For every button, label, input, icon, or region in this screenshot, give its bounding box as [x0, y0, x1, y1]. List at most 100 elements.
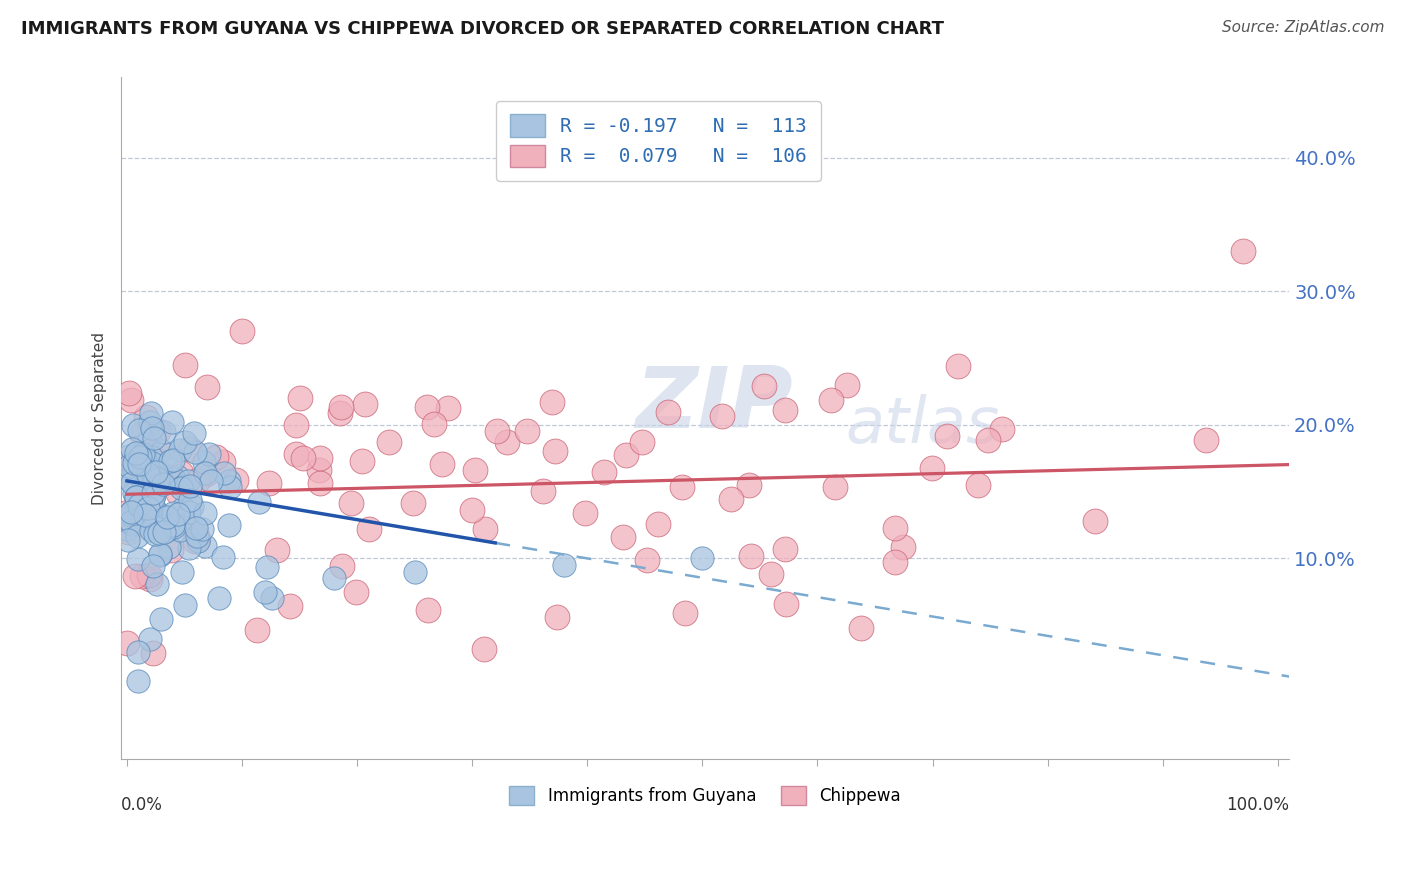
- Point: [191, 522, 214, 536]
- Point: [404, 565, 426, 579]
- Point: [187, 533, 209, 548]
- Point: [761, 566, 783, 581]
- Point: [218, 474, 240, 488]
- Point: [193, 455, 215, 469]
- Point: [127, 529, 149, 543]
- Point: [474, 523, 496, 537]
- Point: [308, 475, 330, 490]
- Point: [247, 494, 270, 508]
- Point: [460, 502, 482, 516]
- Point: [122, 456, 145, 470]
- Point: [418, 602, 440, 616]
- Point: [131, 449, 153, 463]
- Point: [740, 549, 762, 564]
- Point: [553, 558, 575, 572]
- Point: [127, 500, 149, 514]
- Point: [752, 379, 775, 393]
- Point: [416, 400, 439, 414]
- Point: [183, 426, 205, 441]
- Point: [118, 508, 141, 522]
- Point: [162, 516, 184, 531]
- Point: [117, 472, 139, 486]
- Point: [148, 462, 170, 476]
- Point: [835, 377, 858, 392]
- Point: [162, 506, 184, 520]
- Point: [128, 457, 150, 471]
- Point: [170, 466, 193, 480]
- Point: [121, 503, 143, 517]
- Point: [183, 445, 205, 459]
- Point: [231, 324, 253, 338]
- Point: [145, 465, 167, 479]
- Point: [179, 492, 201, 507]
- Point: [127, 552, 149, 566]
- Point: [186, 521, 208, 535]
- Point: [180, 499, 202, 513]
- Point: [544, 443, 567, 458]
- Point: [208, 591, 231, 606]
- Point: [149, 547, 172, 561]
- Point: [516, 425, 538, 439]
- Point: [179, 479, 201, 493]
- Point: [142, 558, 165, 573]
- Point: [246, 624, 269, 638]
- Point: [194, 466, 217, 480]
- Point: [172, 478, 194, 492]
- Point: [614, 448, 637, 462]
- Point: [122, 486, 145, 500]
- Point: [284, 417, 307, 432]
- Point: [153, 425, 176, 440]
- Point: [146, 472, 169, 486]
- Point: [177, 506, 200, 520]
- Point: [174, 434, 197, 449]
- Point: [172, 501, 194, 516]
- Point: [194, 507, 217, 521]
- Point: [323, 571, 346, 585]
- Text: ZIP: ZIP: [636, 363, 793, 446]
- Legend: Immigrants from Guyana, Chippewa: Immigrants from Guyana, Chippewa: [503, 780, 908, 812]
- Point: [671, 480, 693, 494]
- Point: [308, 463, 330, 477]
- Point: [120, 473, 142, 487]
- Point: [291, 451, 314, 466]
- Point: [531, 483, 554, 498]
- Text: Source: ZipAtlas.com: Source: ZipAtlas.com: [1222, 20, 1385, 35]
- Point: [423, 417, 446, 431]
- Point: [128, 450, 150, 464]
- Point: [121, 442, 143, 456]
- Point: [546, 610, 568, 624]
- Point: [120, 392, 142, 407]
- Point: [118, 449, 141, 463]
- Point: [657, 405, 679, 419]
- Point: [157, 469, 180, 483]
- Point: [946, 359, 969, 374]
- Point: [173, 358, 195, 372]
- Point: [166, 469, 188, 483]
- Point: [160, 543, 183, 558]
- Point: [359, 522, 381, 536]
- Point: [378, 435, 401, 450]
- Point: [131, 426, 153, 441]
- Point: [308, 450, 330, 465]
- Point: [177, 474, 200, 488]
- Point: [212, 454, 235, 468]
- Point: [128, 423, 150, 437]
- Point: [120, 505, 142, 519]
- Point: [141, 456, 163, 470]
- Point: [218, 518, 240, 533]
- Point: [143, 527, 166, 541]
- Point: [540, 395, 562, 409]
- Point: [118, 386, 141, 401]
- Point: [139, 632, 162, 646]
- Point: [132, 481, 155, 495]
- Point: [288, 391, 311, 405]
- Point: [138, 500, 160, 515]
- Point: [141, 421, 163, 435]
- Point: [260, 591, 283, 606]
- Point: [160, 415, 183, 429]
- Point: [177, 541, 200, 555]
- Point: [146, 577, 169, 591]
- Point: [157, 541, 180, 555]
- Point: [921, 461, 943, 475]
- Point: [121, 475, 143, 490]
